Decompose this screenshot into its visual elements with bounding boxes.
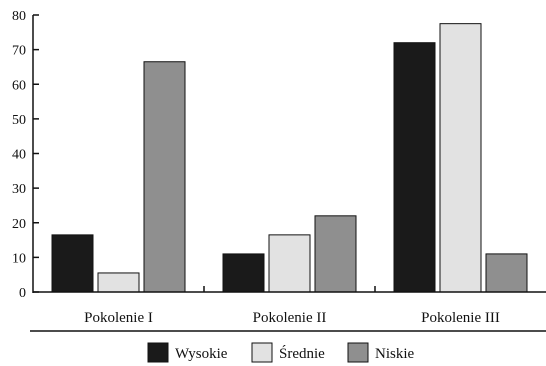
legend-label: Wysokie: [175, 346, 228, 362]
y-tick-label: 70: [12, 44, 26, 59]
y-tick-label: 60: [12, 78, 26, 93]
x-category-label: Pokolenie III: [421, 310, 500, 326]
legend-swatch: [251, 342, 273, 363]
y-tick-label: 0: [19, 286, 26, 301]
y-tick-label: 40: [12, 148, 26, 163]
bar-srednie-2: [268, 234, 311, 293]
y-tick-label: 50: [12, 113, 26, 128]
legend-swatch: [347, 342, 369, 363]
bar-srednie-1: [97, 272, 140, 293]
bar-wysokie-2: [222, 253, 265, 293]
legend: Wysokie Średnie Niskie: [147, 342, 415, 363]
bar-srednie-3: [439, 23, 482, 293]
legend-label: Średnie: [279, 345, 325, 362]
x-category-label: Pokolenie I: [84, 310, 153, 326]
y-tick-label: 80: [12, 9, 26, 24]
y-tick-label: 30: [12, 182, 26, 197]
bars-layer: [51, 23, 528, 293]
bar-niskie-1: [143, 61, 186, 293]
x-axis-category-labels: Pokolenie I Pokolenie II Pokolenie III: [84, 310, 500, 326]
y-tick-label: 10: [12, 251, 26, 266]
legend-label: Niskie: [375, 346, 415, 362]
bar-wysokie-1: [51, 234, 94, 293]
bar-niskie-2: [314, 215, 357, 293]
x-category-label: Pokolenie II: [253, 310, 327, 326]
legend-swatch: [147, 342, 169, 363]
y-tick-label: 20: [12, 217, 26, 232]
bar-wysokie-3: [393, 42, 436, 293]
bar-niskie-3: [485, 253, 528, 293]
y-axis-ticks: 0 10 20 30 40 50 60 70 80: [12, 9, 39, 301]
